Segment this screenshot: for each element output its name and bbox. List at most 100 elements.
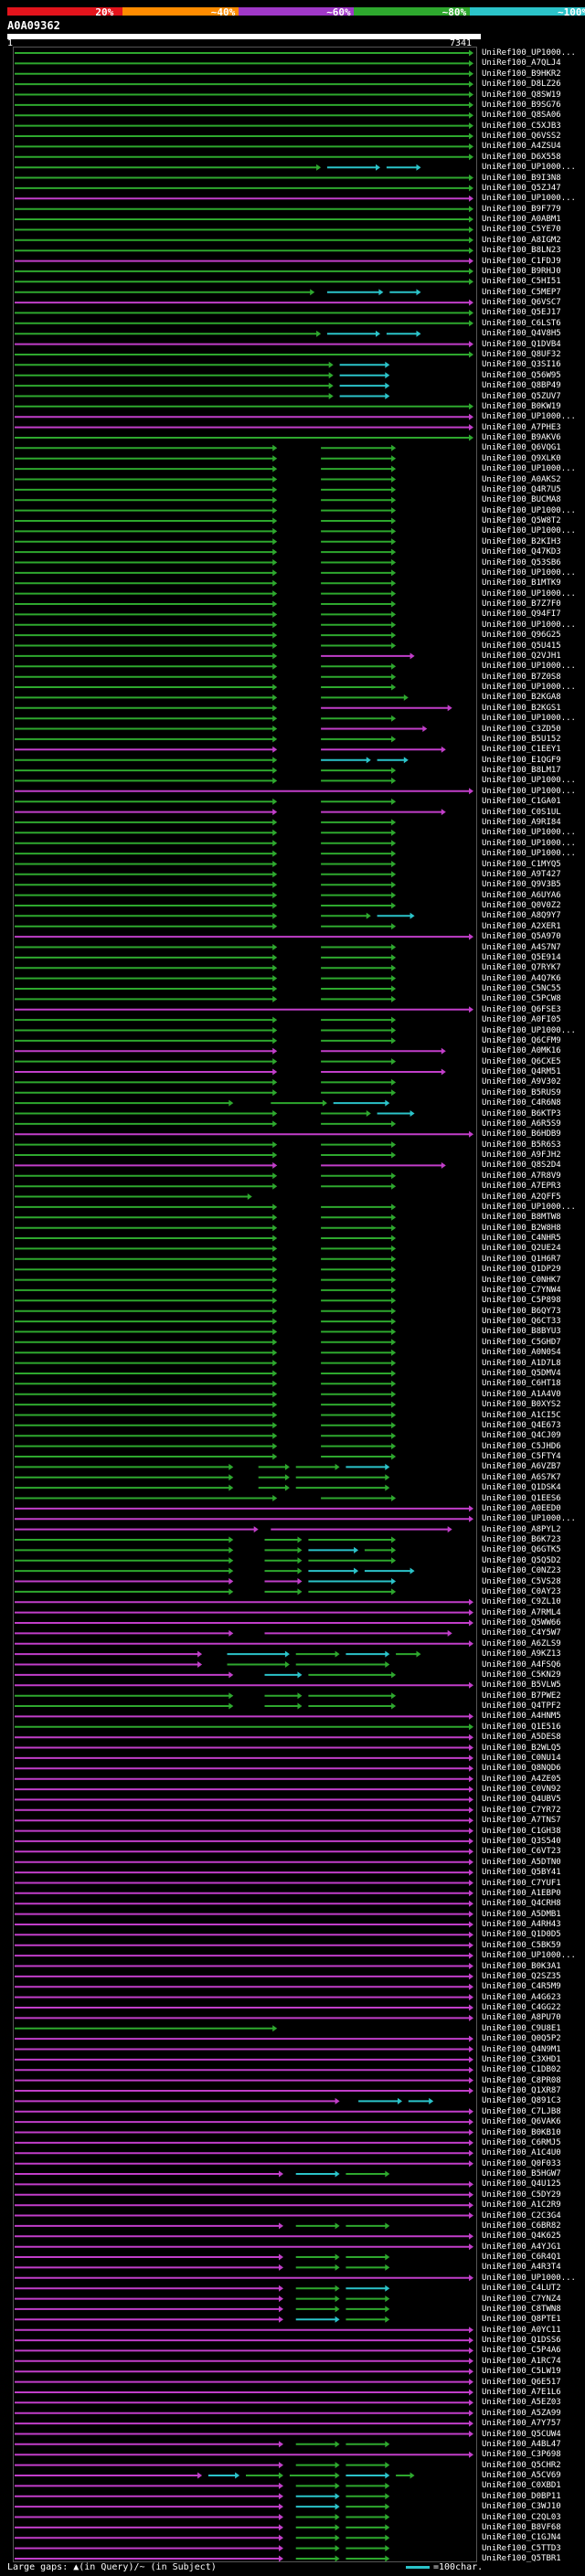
hit-row[interactable] xyxy=(15,2035,473,2042)
hit-row[interactable] xyxy=(15,133,473,140)
hit-label[interactable]: UniRef100_C3WJ10 xyxy=(482,2502,561,2512)
hit-row[interactable] xyxy=(15,2129,473,2136)
hit-row[interactable] xyxy=(15,798,397,805)
hit-row[interactable] xyxy=(15,2139,473,2147)
hit-row[interactable] xyxy=(15,2056,473,2063)
hit-label[interactable]: UniRef100_B2KGS1 xyxy=(482,703,561,713)
hit-row[interactable] xyxy=(15,2534,390,2541)
hit-label[interactable]: UniRef100_C3P698 xyxy=(482,2450,561,2460)
hit-row[interactable] xyxy=(15,1422,397,1429)
hit-row[interactable] xyxy=(15,382,390,389)
hit-row[interactable] xyxy=(15,2263,390,2271)
hit-label[interactable]: UniRef100_Q6CFM9 xyxy=(482,1035,561,1045)
hit-row[interactable] xyxy=(15,351,473,358)
hit-row[interactable] xyxy=(15,1921,473,1928)
hit-row[interactable] xyxy=(15,1027,397,1034)
hit-label[interactable]: UniRef100_A6VZB7 xyxy=(482,1462,561,1472)
hit-row[interactable] xyxy=(15,1536,397,1543)
hit-label[interactable]: UniRef100_Q6GTK5 xyxy=(482,1545,561,1555)
hit-label[interactable]: UniRef100_B8LM17 xyxy=(482,766,561,776)
hit-row[interactable] xyxy=(15,1266,397,1273)
hit-label[interactable]: UniRef100_Q5CHR2 xyxy=(482,2460,561,2470)
hit-label[interactable]: UniRef100_Q5U415 xyxy=(482,641,561,651)
hit-row[interactable] xyxy=(15,70,473,78)
hit-row[interactable] xyxy=(15,2004,473,2011)
hit-label[interactable]: UniRef100_B7Z0S8 xyxy=(482,672,561,682)
hit-label[interactable]: UniRef100_Q4RM51 xyxy=(482,1067,561,1076)
hit-row[interactable] xyxy=(15,507,397,514)
hit-label[interactable]: UniRef100_Q6VQG1 xyxy=(482,443,561,453)
hit-label[interactable]: UniRef100_A9T427 xyxy=(482,869,561,879)
hit-label[interactable]: UniRef100_UP1000... xyxy=(482,620,576,630)
hit-label[interactable]: UniRef100_Q5DMV4 xyxy=(482,1369,561,1378)
hit-row[interactable] xyxy=(15,1453,397,1460)
hit-row[interactable] xyxy=(15,1880,473,1886)
hit-label[interactable]: UniRef100_BUCMA8 xyxy=(482,495,561,505)
hit-row[interactable] xyxy=(15,2201,473,2209)
hit-row[interactable] xyxy=(15,465,397,472)
hit-label[interactable]: UniRef100_A4Q7K6 xyxy=(482,973,561,983)
hit-label[interactable]: UniRef100_C1MYQ5 xyxy=(482,859,561,869)
hit-row[interactable] xyxy=(15,642,397,649)
hit-label[interactable]: UniRef100_C7LJB8 xyxy=(482,2106,561,2116)
hit-row[interactable] xyxy=(15,476,397,482)
hit-row[interactable] xyxy=(15,1287,397,1294)
hit-label[interactable]: UniRef100_Q1EES6 xyxy=(482,1493,561,1503)
hit-label[interactable]: UniRef100_A5EZ03 xyxy=(482,2398,561,2408)
hit-label[interactable]: UniRef100_Q2VJH1 xyxy=(482,651,561,661)
hit-row[interactable] xyxy=(15,2524,390,2531)
hit-row[interactable] xyxy=(15,237,473,244)
hit-label[interactable]: UniRef100_B5U152 xyxy=(482,734,561,744)
hit-label[interactable]: UniRef100_A9RI84 xyxy=(482,817,561,827)
hit-row[interactable] xyxy=(15,1277,397,1284)
hit-row[interactable] xyxy=(15,59,473,67)
hit-row[interactable] xyxy=(15,2379,473,2386)
hit-label[interactable]: UniRef100_C5YE70 xyxy=(482,225,561,235)
hit-row[interactable] xyxy=(15,2097,434,2104)
hit-label[interactable]: UniRef100_A1A4V0 xyxy=(482,1389,561,1399)
hit-row[interactable] xyxy=(15,2441,390,2448)
hit-row[interactable] xyxy=(15,1598,473,1606)
hit-label[interactable]: UniRef100_C6VT23 xyxy=(482,1847,561,1857)
hit-label[interactable]: UniRef100_Q47KD3 xyxy=(482,547,561,557)
hit-row[interactable] xyxy=(15,2077,473,2084)
hit-label[interactable]: UniRef100_Q1DSS6 xyxy=(482,2336,561,2346)
hit-label[interactable]: UniRef100_B2WLQ5 xyxy=(482,1743,561,1753)
hit-label[interactable]: UniRef100_Q8BP49 xyxy=(482,381,561,391)
hit-label[interactable]: UniRef100_UP1000... xyxy=(482,776,576,786)
hit-row[interactable] xyxy=(15,1973,473,1980)
hit-row[interactable] xyxy=(15,1078,397,1086)
hit-row[interactable] xyxy=(15,1671,397,1679)
hit-label[interactable]: UniRef100_Q5W8T2 xyxy=(482,516,561,525)
hit-row[interactable] xyxy=(15,175,473,181)
hit-label[interactable]: UniRef100_C1EEY1 xyxy=(482,745,561,755)
hit-label[interactable]: UniRef100_C1FDJ9 xyxy=(482,256,561,266)
hit-row[interactable] xyxy=(15,2025,278,2032)
hit-label[interactable]: UniRef100_A0MK16 xyxy=(482,1046,561,1056)
hit-row[interactable] xyxy=(15,2274,473,2282)
hit-row[interactable] xyxy=(15,1318,397,1325)
hit-row[interactable] xyxy=(15,1328,397,1335)
hit-row[interactable] xyxy=(15,185,473,192)
hit-label[interactable]: UniRef100_Q1D0D5 xyxy=(482,1930,561,1940)
hit-label[interactable]: UniRef100_Q6CT33 xyxy=(482,1317,561,1327)
hit-label[interactable]: UniRef100_UP1000... xyxy=(482,1025,576,1035)
hit-label[interactable]: UniRef100_Q5Q5D2 xyxy=(482,1555,561,1565)
hit-label[interactable]: UniRef100_A7TNS7 xyxy=(482,1816,561,1826)
hit-row[interactable] xyxy=(15,767,397,774)
hit-row[interactable] xyxy=(15,2451,473,2458)
hit-row[interactable] xyxy=(15,1256,397,1263)
hit-label[interactable]: UniRef100_A2XER1 xyxy=(482,921,561,931)
hit-row[interactable] xyxy=(15,912,415,919)
hit-label[interactable]: UniRef100_C3XHD1 xyxy=(482,2054,561,2064)
hit-row[interactable] xyxy=(15,1391,397,1398)
hit-label[interactable]: UniRef100_Q4TPF2 xyxy=(482,1701,561,1711)
hit-row[interactable] xyxy=(15,621,397,629)
hit-row[interactable] xyxy=(15,2222,390,2230)
hit-label[interactable]: UniRef100_A1RC74 xyxy=(482,2356,561,2366)
hit-row[interactable] xyxy=(15,1681,473,1689)
hit-row[interactable] xyxy=(15,631,397,639)
hit-row[interactable] xyxy=(15,1661,390,1668)
hit-label[interactable]: UniRef100_B9AKV6 xyxy=(482,433,561,442)
hit-row[interactable] xyxy=(15,2337,473,2344)
